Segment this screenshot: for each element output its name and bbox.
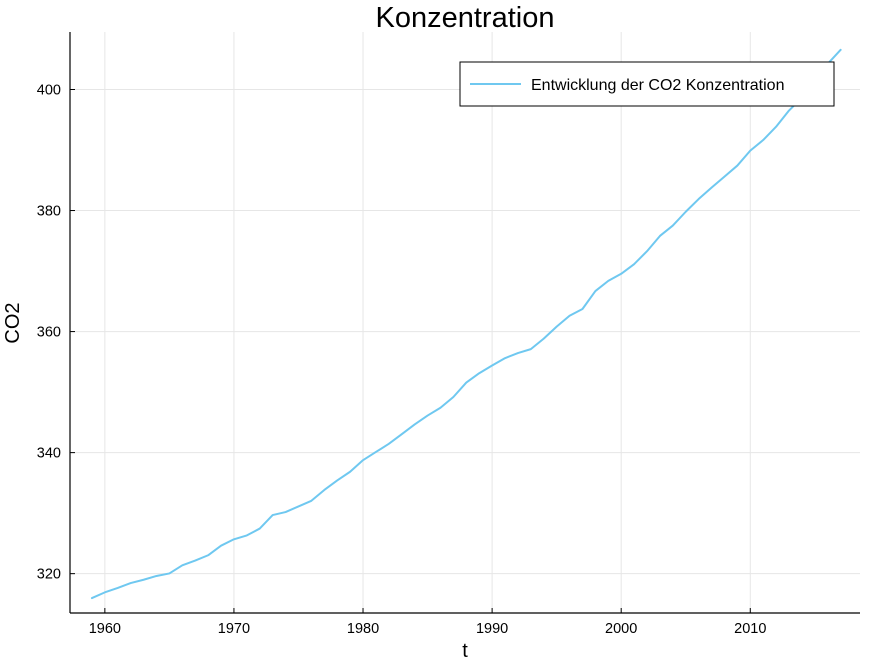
x-tick-label: 1990 xyxy=(476,621,508,637)
x-tick-label: 1970 xyxy=(218,621,250,637)
legend-label: Entwicklung der CO2 Konzentration xyxy=(531,77,784,94)
y-tick-label: 380 xyxy=(37,204,61,220)
x-tick-label: 1980 xyxy=(347,621,379,637)
series-line-co2 xyxy=(90,48,842,600)
legend: Entwicklung der CO2 Konzentration xyxy=(459,61,835,107)
chart-title: Konzentration xyxy=(376,2,555,34)
legend-box xyxy=(459,61,835,107)
y-tick-label: 400 xyxy=(37,82,61,98)
y-tick-label: 320 xyxy=(37,567,61,583)
grid-lines xyxy=(70,32,860,613)
series-layer xyxy=(90,48,842,600)
y-axis-label: CO2 xyxy=(2,302,24,343)
x-tick-label: 2010 xyxy=(734,621,766,637)
x-tick-label: 2000 xyxy=(605,621,637,637)
tick-labels: 1960 1970 1980 1990 2000 2010 320 340 360 380 400 xyxy=(37,82,767,637)
x-tick-label: 1960 xyxy=(89,621,121,637)
y-tick-label: 360 xyxy=(37,325,61,341)
y-tick-label: 340 xyxy=(37,446,61,462)
x-axis-label: t xyxy=(462,640,468,660)
axes xyxy=(69,32,860,614)
